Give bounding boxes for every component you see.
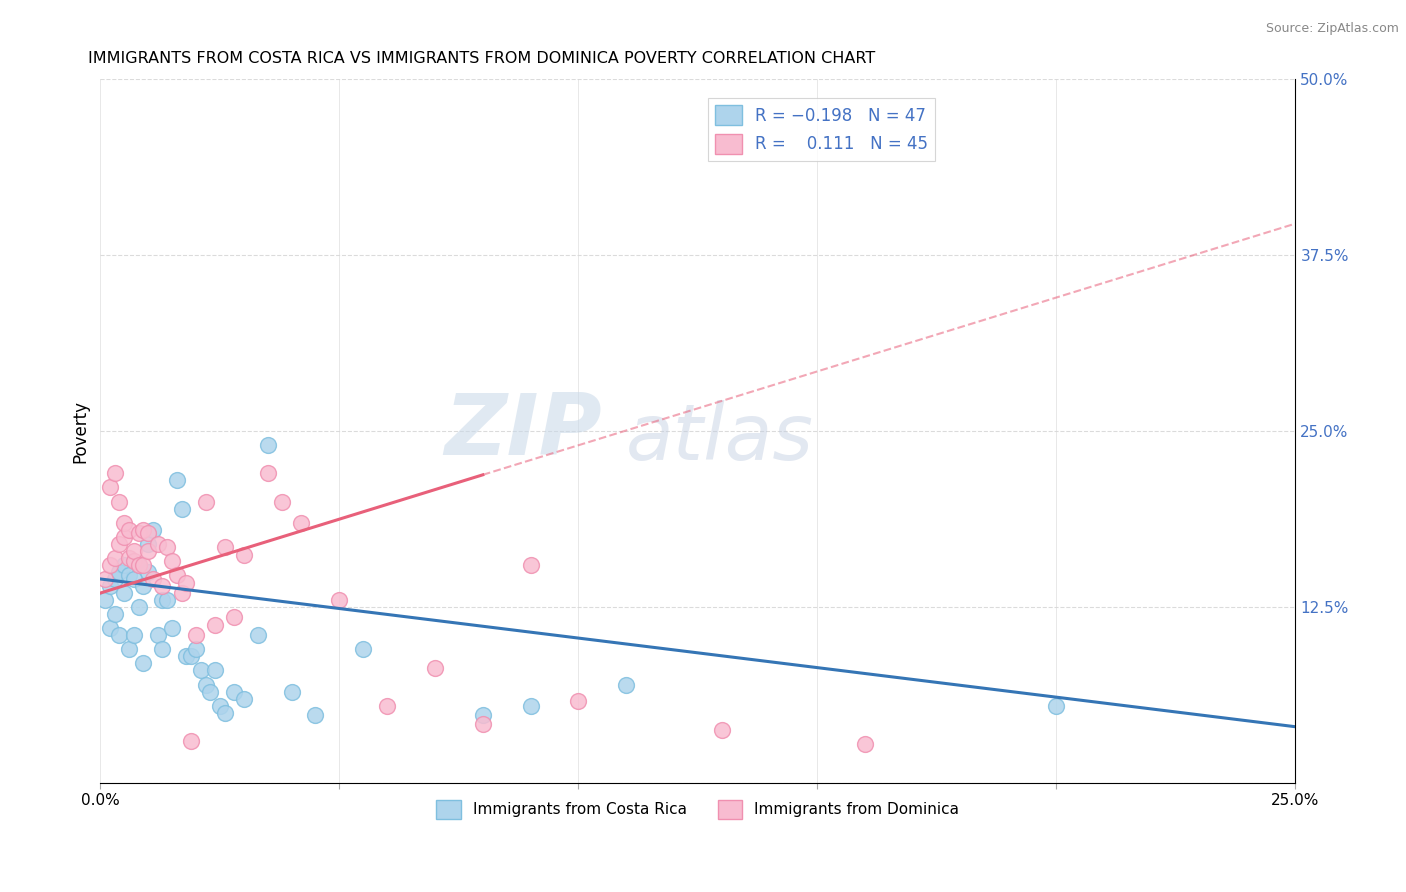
Point [204,618,226,632]
Point [118,567,141,582]
Point [112,558,135,572]
Point [128,525,150,540]
Point [166,474,188,488]
Y-axis label: Poverty: Poverty [72,400,89,463]
Point [142,572,165,586]
Point [519,558,541,572]
Point [108,494,131,508]
Point [352,642,374,657]
Point [200,684,222,698]
Point [471,717,494,731]
Point [853,737,876,751]
Point [423,660,446,674]
Point [280,684,302,698]
Point [118,550,141,565]
Point [232,548,254,562]
Point [519,698,541,713]
Text: Source: ZipAtlas.com: Source: ZipAtlas.com [1265,22,1399,36]
Point [160,554,183,568]
Point [132,523,155,537]
Point [136,525,159,540]
Point [176,576,198,591]
Point [170,586,193,600]
Point [122,572,145,586]
Point [132,558,155,572]
Point [104,572,127,586]
Text: atlas: atlas [626,401,814,476]
Point [156,540,179,554]
Point [180,734,202,748]
Point [160,621,183,635]
Point [290,516,312,530]
Point [180,649,202,664]
Point [104,550,127,565]
Point [152,593,174,607]
Point [112,516,135,530]
Point [108,628,131,642]
Point [614,677,637,691]
Point [104,467,127,481]
Point [194,494,217,508]
Point [1045,698,1067,713]
Point [176,649,198,664]
Point [256,438,278,452]
Point [136,565,159,579]
Point [136,537,159,551]
Point [112,586,135,600]
Point [132,579,155,593]
Point [184,642,207,657]
Point [256,467,278,481]
Point [104,607,127,622]
Text: ZIP: ZIP [444,390,602,473]
Point [122,554,145,568]
Point [214,706,236,720]
Point [98,481,121,495]
Point [152,642,174,657]
Point [710,723,733,737]
Point [108,565,131,579]
Point [146,628,169,642]
Point [304,708,326,723]
Point [170,501,193,516]
Point [108,537,131,551]
Point [224,684,246,698]
Point [471,708,494,723]
Point [567,694,589,708]
Point [194,677,217,691]
Point [118,523,141,537]
Point [208,698,231,713]
Point [166,567,188,582]
Point [271,494,294,508]
Point [214,540,236,554]
Point [224,610,246,624]
Point [184,628,207,642]
Point [136,544,159,558]
Legend: Immigrants from Costa Rica, Immigrants from Dominica: Immigrants from Costa Rica, Immigrants f… [430,794,966,825]
Point [204,664,226,678]
Point [98,621,121,635]
Point [128,558,150,572]
Point [94,572,117,586]
Point [375,698,398,713]
Point [156,593,179,607]
Point [128,600,150,615]
Point [142,523,165,537]
Point [94,593,117,607]
Point [122,628,145,642]
Point [247,628,270,642]
Point [328,593,350,607]
Point [112,530,135,544]
Text: IMMIGRANTS FROM COSTA RICA VS IMMIGRANTS FROM DOMINICA POVERTY CORRELATION CHART: IMMIGRANTS FROM COSTA RICA VS IMMIGRANTS… [89,51,876,66]
Point [190,664,212,678]
Point [132,657,155,671]
Point [98,558,121,572]
Point [122,544,145,558]
Point [128,558,150,572]
Point [98,579,121,593]
Point [152,579,174,593]
Point [118,642,141,657]
Point [146,537,169,551]
Point [232,691,254,706]
